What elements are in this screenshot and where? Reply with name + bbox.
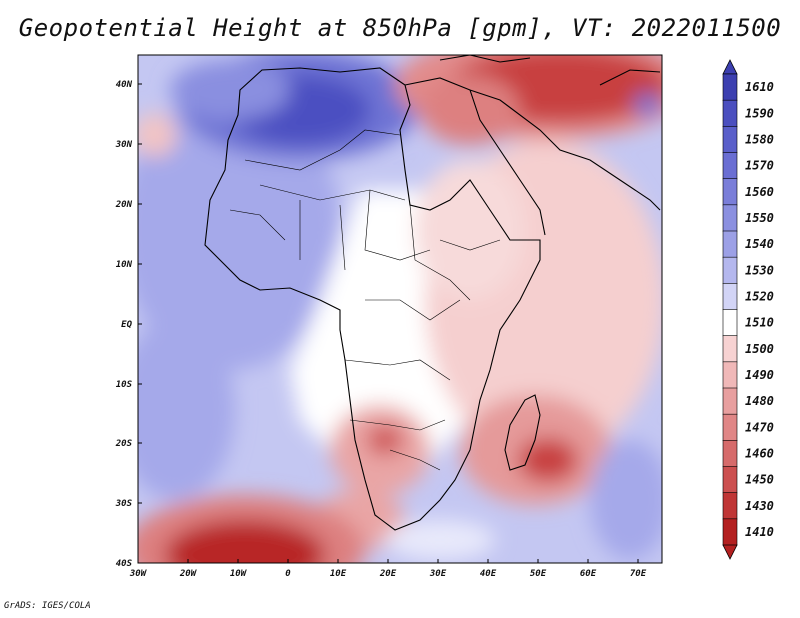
colorbar-min-arrow xyxy=(722,544,738,560)
madagascar-outline xyxy=(504,394,541,471)
colorbar-label: 1510 xyxy=(745,316,774,330)
lon-label: 30E xyxy=(429,569,447,579)
colorbar-swatch xyxy=(722,152,738,180)
map-title: Geopotential Height at 850hPa [gpm], VT:… xyxy=(18,14,782,42)
country-borders xyxy=(229,129,501,471)
lon-label: 20W xyxy=(179,569,198,579)
colorbar-swatch xyxy=(722,204,738,232)
colorbar-label: 1410 xyxy=(745,525,774,539)
coastlines xyxy=(204,55,661,531)
lat-label: EQ xyxy=(121,320,132,330)
lat-label: 30N xyxy=(115,140,133,150)
colorbar-label: 1480 xyxy=(745,394,774,408)
lon-label: 50E xyxy=(530,569,547,579)
colorbar-swatch xyxy=(722,387,738,415)
lon-label: 20E xyxy=(379,569,397,579)
lat-label: 30S xyxy=(115,499,133,509)
plot-frame xyxy=(137,54,663,564)
lon-label: 60E xyxy=(580,569,597,579)
lat-label: 20S xyxy=(115,439,133,449)
colorbar-label: 1460 xyxy=(745,446,774,460)
grads-credit: GrADS: IGES/COLA xyxy=(4,601,91,611)
height-field xyxy=(138,55,662,563)
longitude-axis: 30W 20W 10W 0 10E 20E 30E 40E 50E 60E 70… xyxy=(129,559,647,579)
lat-label: 40N xyxy=(116,80,133,90)
colorbar-swatch xyxy=(722,361,738,389)
colorbar-swatch xyxy=(722,466,738,494)
colorbar-swatch xyxy=(722,283,738,311)
colorbar-label: 1550 xyxy=(745,211,774,225)
lon-label: 10W xyxy=(230,569,248,579)
colorbar-label: 1470 xyxy=(745,420,774,434)
colorbar-swatch xyxy=(722,518,738,546)
colorbar-label: 1490 xyxy=(745,368,774,382)
colorbar-swatch xyxy=(722,440,738,468)
colorbar-label: 1450 xyxy=(745,473,774,487)
lon-label: 40E xyxy=(480,569,497,579)
colorbar-label: 1560 xyxy=(745,185,774,199)
colorbar-label: 1610 xyxy=(745,80,774,94)
lon-label: 70E xyxy=(630,569,647,579)
colorbar-label: 1590 xyxy=(745,106,774,120)
lat-label: 10S xyxy=(116,380,133,390)
lon-label: 30W xyxy=(129,569,148,579)
colorbar-label: 1530 xyxy=(745,263,774,277)
latitude-axis: 40N 30N 20N 10N EQ 10S 20S 30S 40S xyxy=(115,80,142,569)
colorbar-swatch xyxy=(722,230,738,258)
colorbar-label: 1570 xyxy=(745,159,774,173)
colorbar-swatch xyxy=(722,99,738,127)
colorbar-max-arrow xyxy=(722,59,738,75)
colorbar-swatch xyxy=(722,413,738,441)
lat-label: 40S xyxy=(116,559,133,569)
colorbar-swatch xyxy=(722,492,738,520)
lon-label: 0 xyxy=(285,569,291,579)
colorbar-swatch xyxy=(722,73,738,101)
colorbar-swatch xyxy=(722,256,738,284)
colorbar-swatch xyxy=(722,126,738,154)
colorbar-label: 1520 xyxy=(745,289,774,303)
colorbar: 1610 1590 1580 1570 1560 1550 1540 1530 1520 1510… xyxy=(722,59,774,560)
colorbar-label: 1430 xyxy=(745,499,774,513)
colorbar-swatch xyxy=(722,178,738,206)
colorbar-swatch xyxy=(722,335,738,363)
colorbar-label: 1540 xyxy=(745,237,774,251)
lon-label: 10E xyxy=(330,569,347,579)
colorbar-label: 1500 xyxy=(745,342,774,356)
lat-label: 10N xyxy=(116,260,133,270)
colorbar-swatch xyxy=(722,309,738,337)
lat-label: 20N xyxy=(115,200,133,210)
colorbar-label: 1580 xyxy=(745,132,774,146)
